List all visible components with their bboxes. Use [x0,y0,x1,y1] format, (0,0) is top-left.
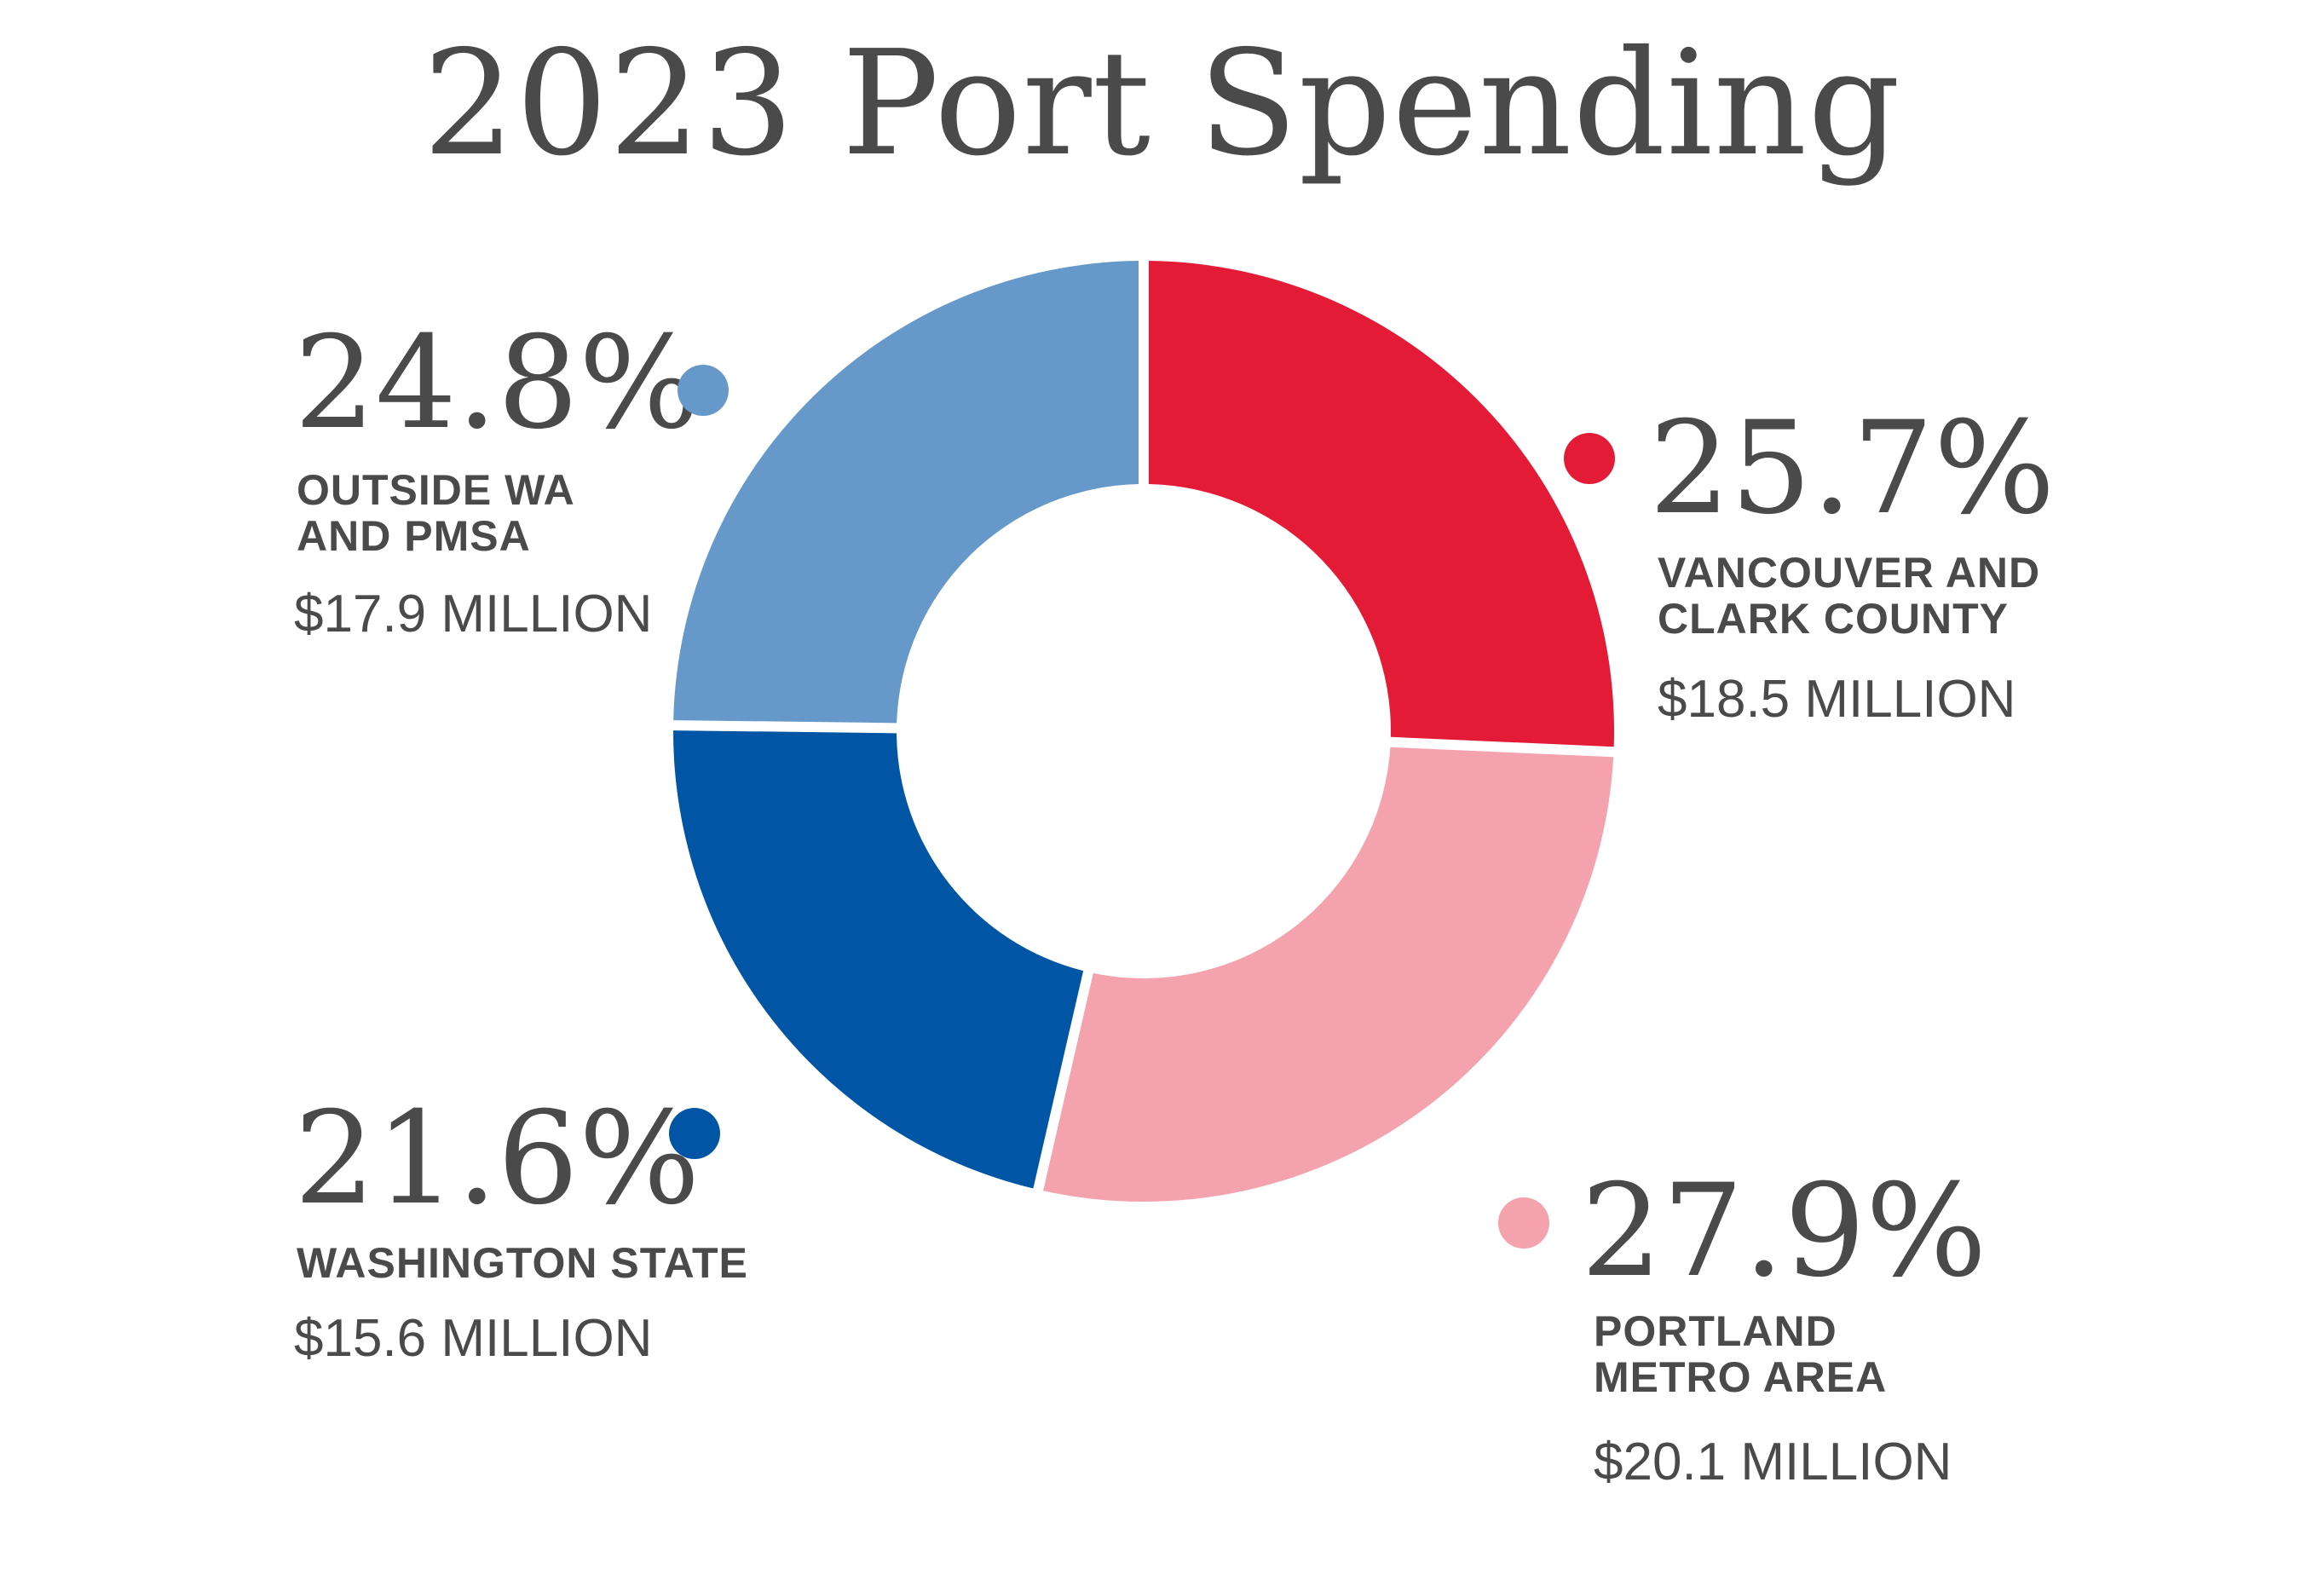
outside-amount-label: $17.9 MILLION [294,585,653,643]
donut-slice-portland [1043,747,1614,1202]
donut-slice-outside [673,261,1139,724]
washington-label-line-1: WASHINGTON STATE [297,1239,748,1287]
outside-category-label: OUTSIDE WA AND PMSA [297,467,575,559]
vancouver-category-label: VANCOUVER AND CLARK COUNTY [1658,550,2040,642]
vancouver-label-line-1: VANCOUVER AND [1658,549,2041,597]
portland-label-line-1: PORTLAND [1594,1307,1837,1355]
vancouver-legend-dot [1564,433,1615,484]
washington-amount-label: $15.6 MILLION [294,1309,653,1368]
chart-title: 2023 Port Spending [422,20,1902,188]
vancouver-amount-label: $18.5 MILLION [1658,670,2016,729]
vancouver-percent-label: 25.7% [1649,395,2056,543]
donut-slice-washington [673,730,1084,1189]
washington-legend-dot [669,1108,720,1159]
outside-legend-dot [678,365,729,416]
vancouver-label-line-2: CLARK COUNTY [1658,595,2009,643]
outside-label-line-1: OUTSIDE WA [297,466,575,514]
donut-slice-vancouver [1148,261,1614,747]
washington-percent-label: 21.6% [294,1085,701,1233]
portland-amount-label: $20.1 MILLION [1594,1433,1952,1491]
outside-percent-label: 24.8% [294,309,701,458]
portland-category-label: PORTLAND METRO AREA [1594,1308,1887,1400]
portland-label-line-2: METRO AREA [1594,1353,1888,1401]
portland-legend-dot [1498,1197,1549,1249]
outside-label-line-2: AND PMSA [297,512,531,560]
washington-category-label: WASHINGTON STATE [297,1240,748,1286]
portland-percent-label: 27.9% [1581,1157,1987,1306]
